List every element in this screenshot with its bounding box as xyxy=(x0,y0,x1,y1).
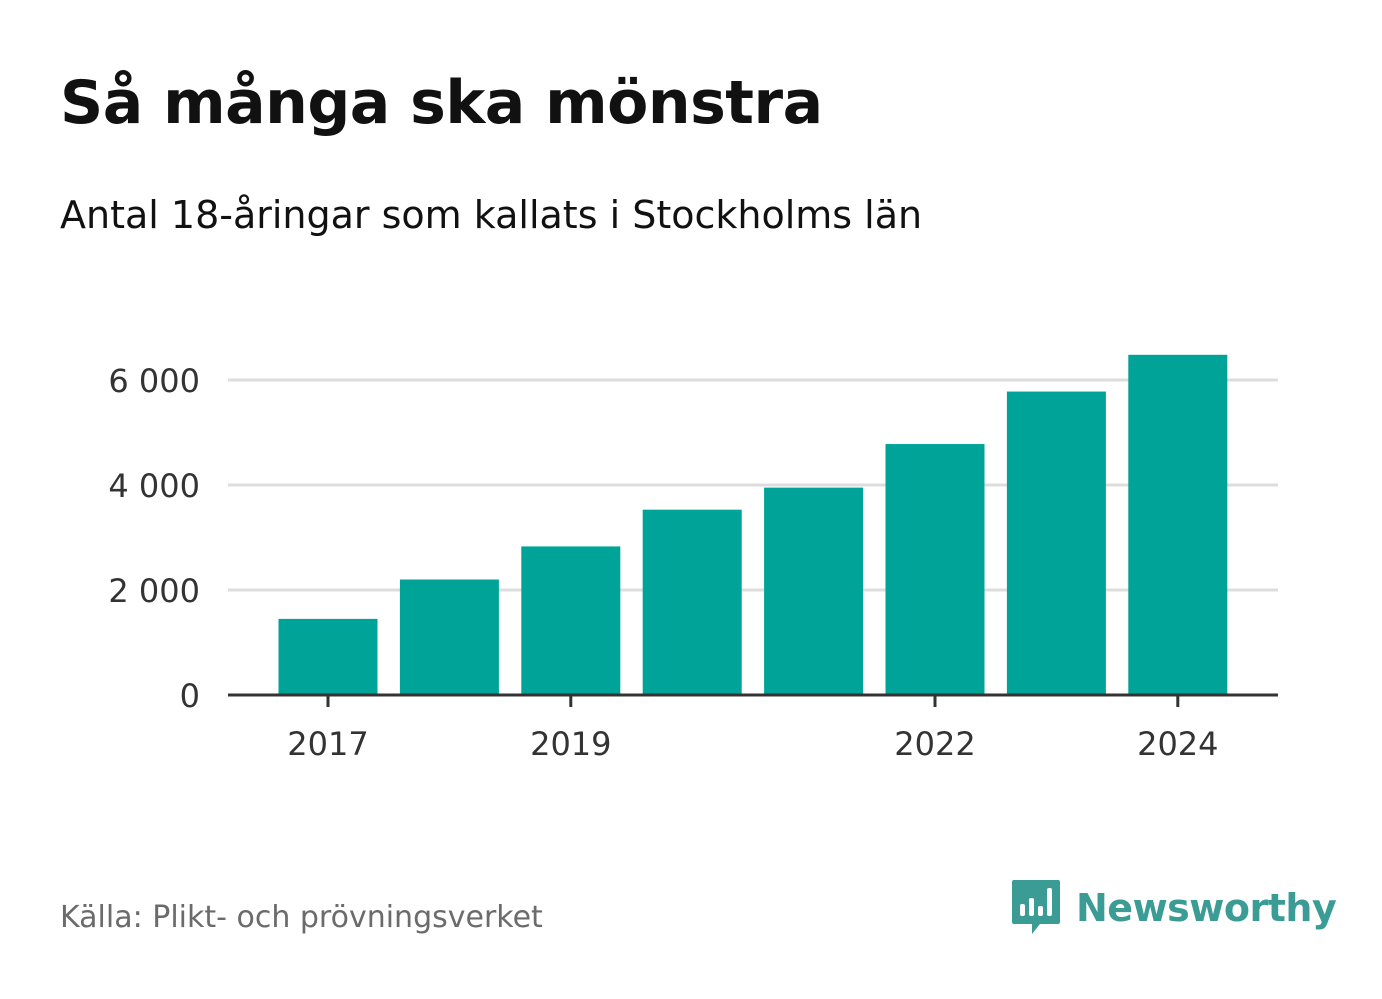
bars xyxy=(278,354,1228,695)
newsworthy-logo-text: Newsworthy xyxy=(1076,886,1337,930)
newsworthy-logo-icon xyxy=(1012,880,1060,934)
bar-2019 xyxy=(521,546,621,695)
bar-2021 xyxy=(764,487,864,695)
x-tick-label: 2022 xyxy=(894,725,975,763)
y-tick-label: 6 000 xyxy=(108,362,200,400)
tick-labels: 0 2 000 4 000 6 000 2017 2019 2022 2024 xyxy=(108,362,1218,763)
x-tick-label: 2019 xyxy=(530,725,611,763)
x-tick-label: 2024 xyxy=(1137,725,1218,763)
x-tick-label: 2017 xyxy=(287,725,368,763)
source-note: Källa: Plikt- och prövningsverket xyxy=(60,900,543,935)
chart-title: Så många ska mönstra xyxy=(60,68,823,138)
y-tick-label: 4 000 xyxy=(108,467,200,505)
bar-2018 xyxy=(399,579,499,695)
bar-2017 xyxy=(278,618,378,695)
y-tick-label: 0 xyxy=(180,677,200,715)
bar-2024 xyxy=(1128,354,1228,695)
bar-2022 xyxy=(885,444,985,695)
bar-2023 xyxy=(1006,391,1106,695)
newsworthy-logo: Newsworthy xyxy=(1010,878,1337,938)
gridlines xyxy=(228,378,1278,592)
axes xyxy=(228,693,1278,707)
bar-2020 xyxy=(642,509,742,695)
y-tick-label: 2 000 xyxy=(108,572,200,610)
chart-subtitle: Antal 18-åringar som kallats i Stockholm… xyxy=(60,193,923,237)
